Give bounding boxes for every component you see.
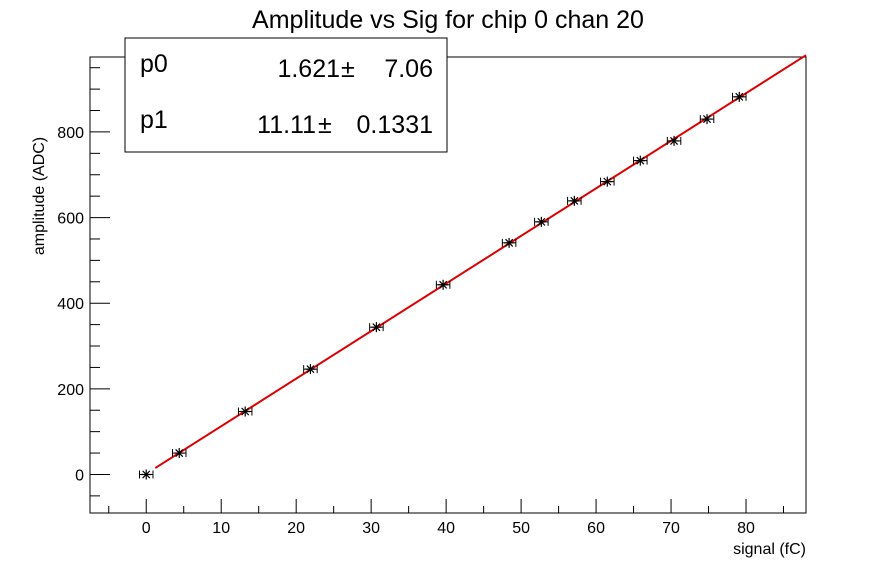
data-point [732, 91, 747, 102]
x-tick-label: 50 [512, 520, 530, 537]
star-marker [240, 406, 251, 417]
y-tick-label: 600 [57, 211, 84, 228]
data-point [699, 114, 715, 125]
data-point [237, 406, 253, 417]
y-tick-label: 200 [57, 382, 84, 399]
star-marker [438, 279, 449, 290]
stats-p0-pm: ± [341, 55, 355, 83]
x-tick-label: 20 [287, 520, 305, 537]
y-minor-ticks [90, 67, 100, 497]
y-axis-title: amplitude (ADC) [31, 137, 48, 255]
x-axis-ticks: 0 10 20 30 40 50 60 70 80 [142, 499, 755, 537]
data-point [600, 176, 615, 187]
star-marker [371, 322, 382, 333]
x-tick-label: 80 [737, 520, 755, 537]
x-tick-label: 0 [142, 520, 151, 537]
y-axis-ticks: 0 200 400 600 800 [57, 125, 110, 484]
plot-frame [89, 56, 807, 514]
x-tick-label: 30 [362, 520, 380, 537]
data-point [369, 322, 384, 333]
x-tick-label: 70 [662, 520, 680, 537]
stats-p0-name: p0 [140, 50, 168, 78]
data-point [567, 195, 582, 206]
data-point [138, 469, 154, 480]
star-marker [734, 91, 745, 102]
data-point [534, 216, 549, 227]
fit-line [154, 54, 807, 469]
star-marker [504, 237, 515, 248]
x-minor-ticks [108, 506, 785, 513]
stats-p1-error: 0.1331 [357, 111, 433, 139]
y-tick-label: 400 [57, 296, 84, 313]
x-tick-label: 10 [212, 520, 230, 537]
stats-box-frame [124, 37, 448, 153]
x-tick-label: 60 [587, 520, 605, 537]
star-marker [635, 155, 646, 166]
stats-p1-value: 11.11 [257, 111, 316, 139]
data-point [171, 448, 187, 459]
stats-p0-value: 1.621 [277, 55, 340, 83]
y-tick-label: 800 [57, 125, 84, 142]
star-marker [702, 114, 713, 125]
stats-p1-pm: ± [318, 111, 332, 139]
x-tick-label: 40 [437, 520, 455, 537]
star-marker [305, 364, 316, 375]
data-point [666, 135, 682, 146]
star-marker [141, 469, 152, 480]
stats-p0-error: 7.06 [384, 55, 433, 83]
x-axis-title: signal (fC) [733, 541, 806, 558]
data-point [303, 364, 318, 375]
stats-p1-name: p1 [140, 106, 168, 134]
data-point [435, 279, 451, 290]
y-tick-label: 0 [75, 467, 84, 484]
star-marker [669, 135, 680, 146]
data-point [633, 155, 648, 166]
data-point [501, 237, 517, 248]
chart-title: Amplitude vs Sig for chip 0 chan 20 [252, 6, 644, 34]
star-marker [536, 216, 547, 227]
stats-box: p0 1.621 ± 7.06 p1 11.11 ± 0.1331 [124, 37, 448, 153]
data-points [138, 91, 747, 480]
star-marker [569, 195, 580, 206]
star-marker [602, 176, 613, 187]
star-marker [174, 448, 185, 459]
